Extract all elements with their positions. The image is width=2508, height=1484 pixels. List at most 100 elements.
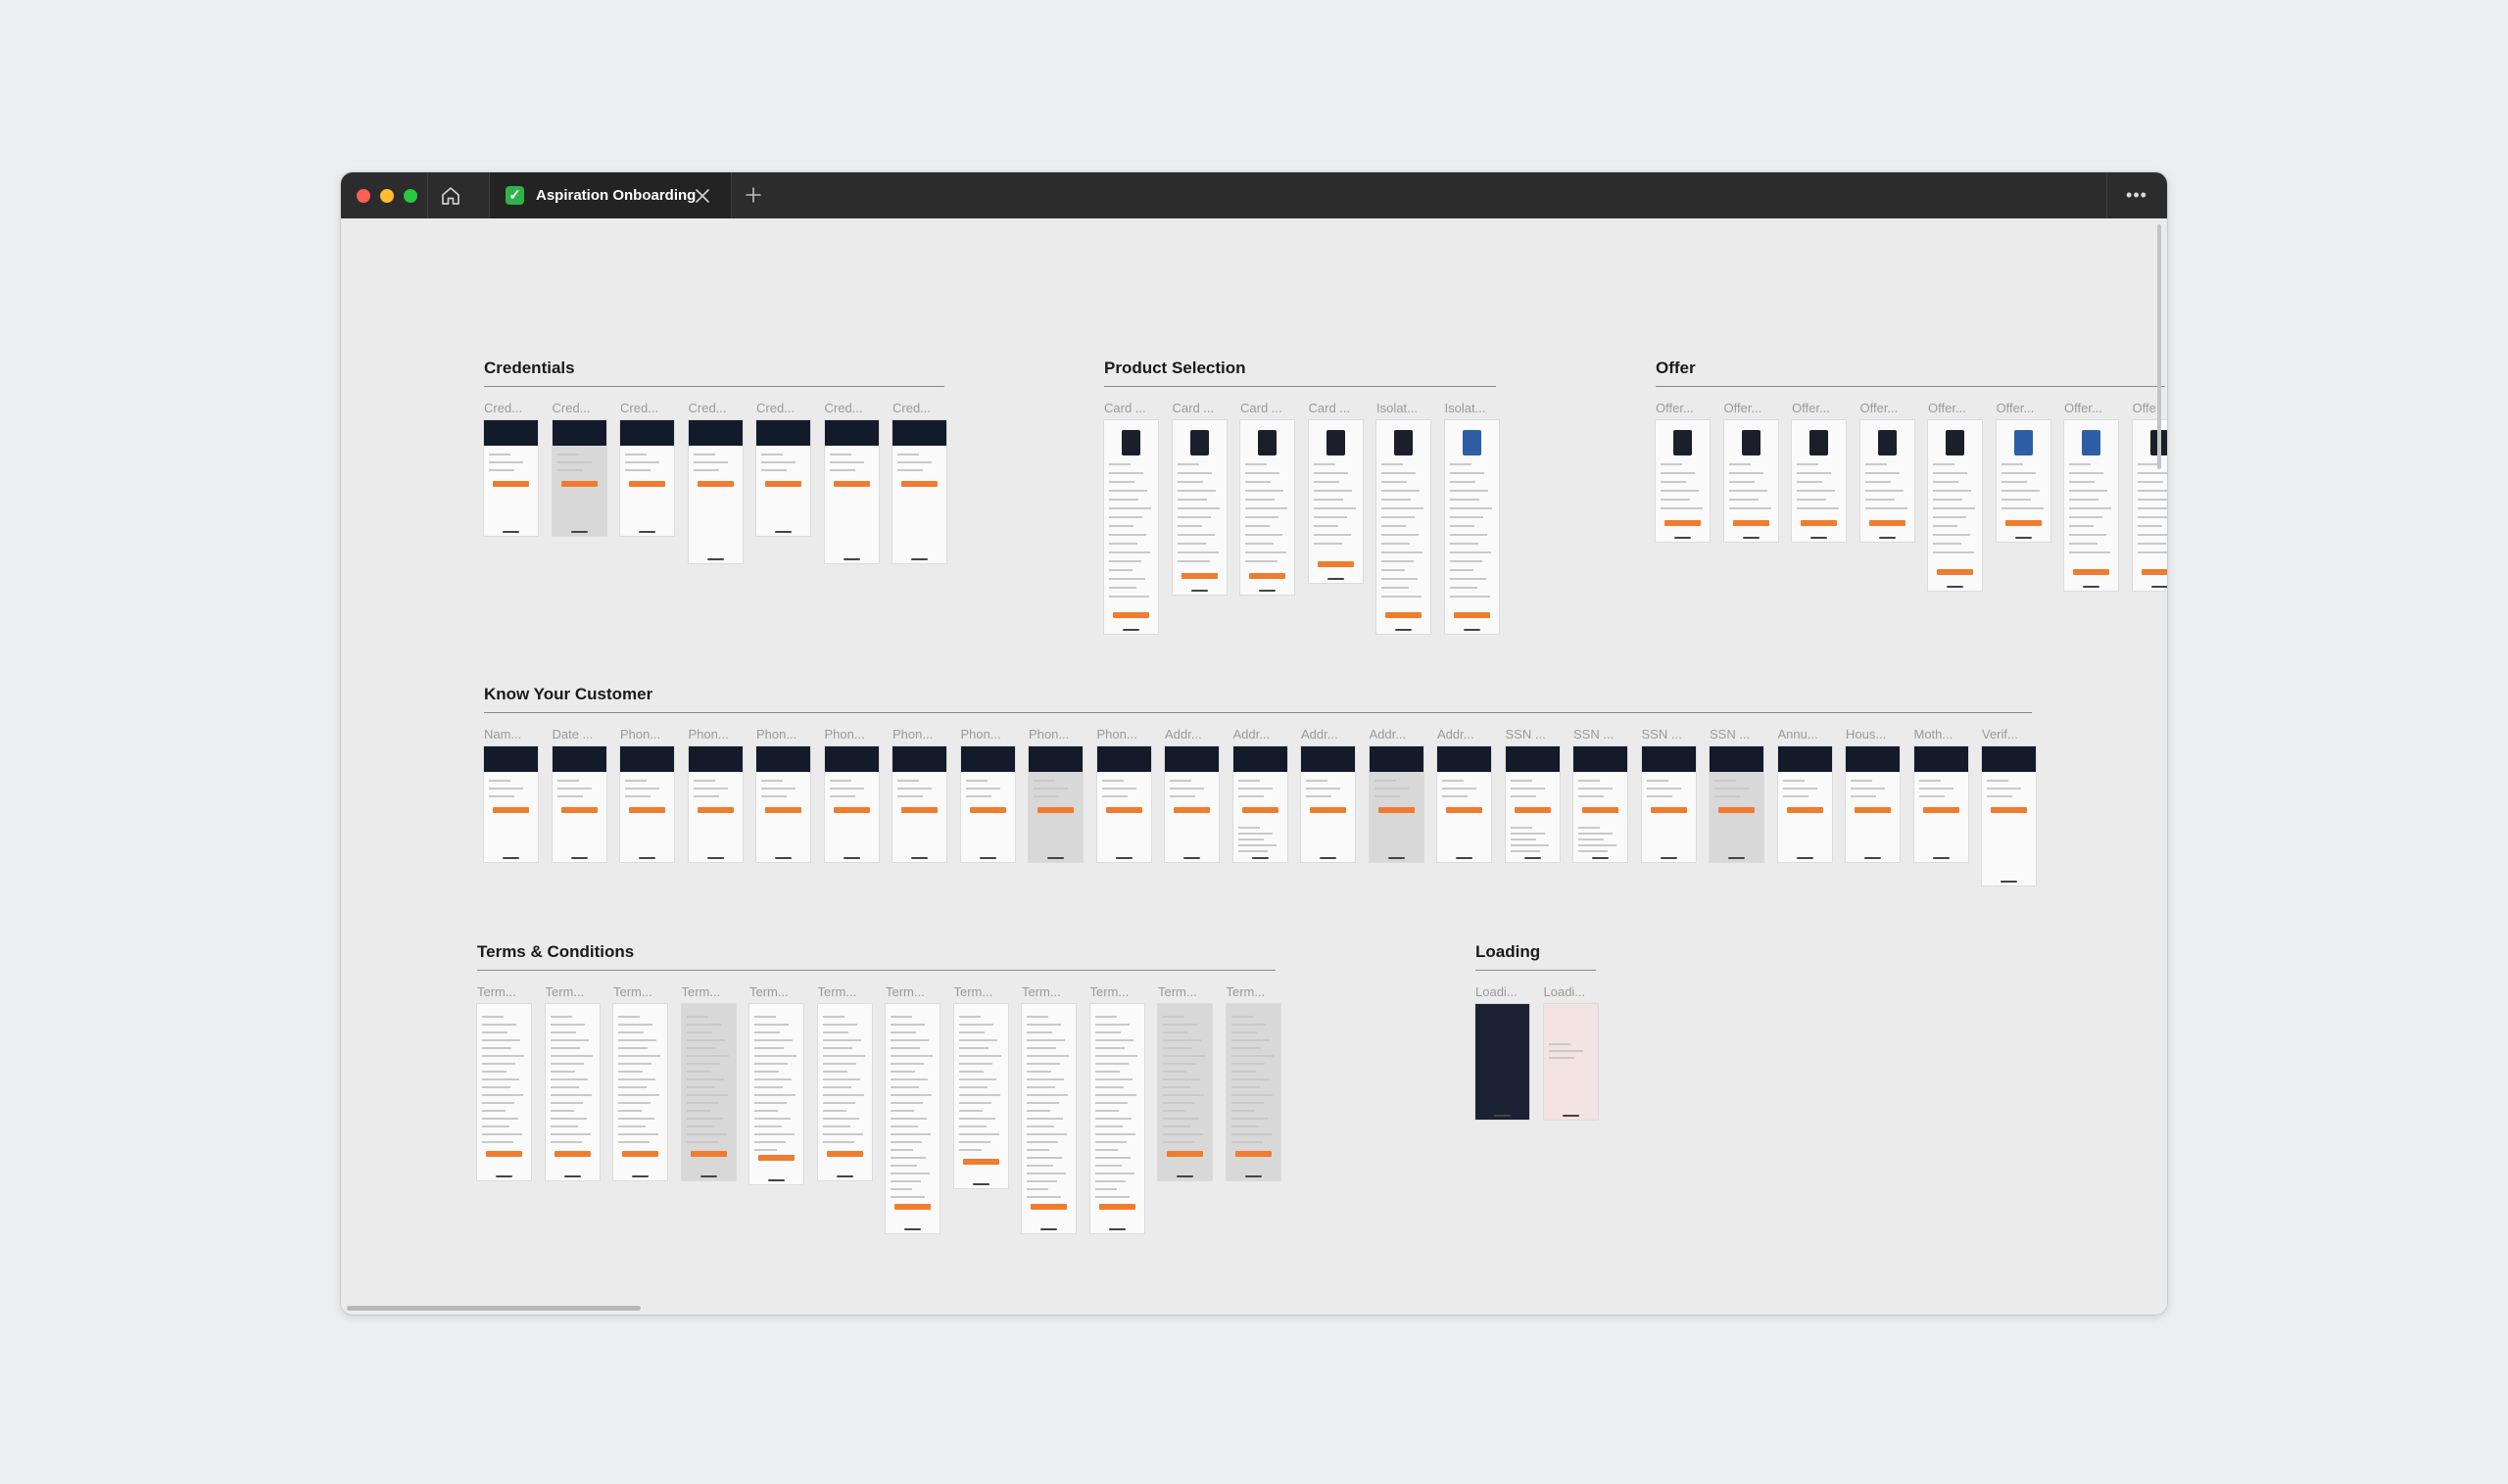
text-line [891,1133,931,1135]
screen-header-preview [824,420,879,446]
text-line [965,795,991,797]
section-title[interactable]: Offer [1656,359,1696,377]
text-line [618,1118,654,1120]
section-divider [1656,386,2165,387]
text-line [829,469,855,471]
text-line [1094,1039,1133,1041]
continue-button-preview [1718,807,1755,813]
text-line [1027,1110,1050,1112]
frame-preview [1723,420,1778,542]
text-line [1237,780,1260,782]
text-line [891,1024,925,1026]
continue-button-preview [1031,1204,1067,1210]
text-line [1728,481,1755,483]
text-line [482,1031,507,1033]
text-line [1933,534,1970,536]
text-line [891,1149,913,1151]
vertical-scrollbar[interactable] [2157,224,2161,469]
text-line [891,1102,923,1104]
card-image-preview [2082,430,2100,455]
frame-preview [1089,1004,1144,1233]
text-line [1237,788,1273,790]
home-icon[interactable] [439,185,462,207]
screen-header-preview [1437,746,1491,772]
text-line [1510,850,1540,852]
text-line [1245,463,1267,465]
text-line [550,1047,580,1049]
text-line [482,1063,515,1065]
home-indicator [843,857,860,859]
home-indicator [639,857,655,859]
text-line [754,1016,776,1018]
text-line [1170,788,1204,790]
text-line [958,1102,991,1104]
text-line [1163,1016,1184,1018]
text-line [2137,463,2159,465]
close-window-button[interactable] [357,189,370,203]
text-line [1163,1071,1187,1073]
text-line [822,1047,852,1049]
continue-button-preview [1098,1204,1135,1210]
text-line [1177,516,1211,518]
section-title[interactable]: Product Selection [1104,359,1246,377]
text-line [1646,795,1672,797]
text-line [891,1196,925,1198]
text-line [1163,1118,1199,1120]
text-line [686,1141,718,1143]
text-line [1933,472,1967,474]
text-line [618,1086,647,1088]
continue-button-preview [629,807,665,813]
section-title[interactable]: Know Your Customer [484,685,653,703]
screen-header-preview [484,420,538,446]
home-indicator [706,558,724,560]
more-menu-icon[interactable]: ••• [2126,185,2147,205]
frame-preview [824,420,879,563]
text-line [686,1086,715,1088]
screen-header-preview [1777,746,1832,772]
continue-button-preview [758,1155,795,1161]
text-line [1237,838,1264,840]
text-line [1027,1078,1064,1080]
frame-label: Offer... [2064,401,2102,415]
home-indicator [836,1175,853,1177]
design-canvas[interactable]: Credentials Cred... Cred... Cred... Cred... C… [341,218,2167,1315]
section-title[interactable]: Terms & Conditions [477,942,635,961]
text-line [1109,578,1145,580]
text-line [958,1094,1000,1096]
titlebar-divider [427,172,428,218]
horizontal-scrollbar[interactable] [347,1306,641,1311]
card-image-preview [1741,430,1760,455]
text-line [1027,1149,1049,1151]
text-line [618,1039,656,1041]
continue-button-preview [1181,573,1218,579]
close-tab-icon[interactable] [694,187,711,205]
text-line [1237,833,1273,835]
text-line [822,1055,865,1057]
text-line [1163,1039,1201,1041]
text-line [1027,1071,1051,1073]
text-line [1661,481,1686,483]
frame-preview [2064,420,2118,591]
section-title[interactable]: Credentials [484,359,575,377]
home-indicator [2014,537,2032,539]
continue-button-preview [486,1151,522,1157]
text-line [897,461,932,463]
minimize-window-button[interactable] [380,189,394,203]
text-line [822,1125,850,1127]
text-line [1864,507,1907,509]
text-line [482,1024,516,1026]
section-title[interactable]: Loading [1475,942,1541,961]
screen-header-preview [688,746,743,772]
text-line [625,461,659,463]
plus-icon[interactable] [745,186,762,204]
frame-preview [1172,420,1227,595]
tab-aspiration-onboarding[interactable]: ✓ Aspiration Onboarding [490,172,731,218]
text-line [1381,578,1418,580]
zoom-window-button[interactable] [404,189,417,203]
text-line [686,1024,721,1026]
text-line [754,1125,782,1127]
text-line [1163,1102,1195,1104]
home-indicator [570,857,588,859]
text-line [1094,1196,1130,1198]
text-line [1381,587,1409,589]
